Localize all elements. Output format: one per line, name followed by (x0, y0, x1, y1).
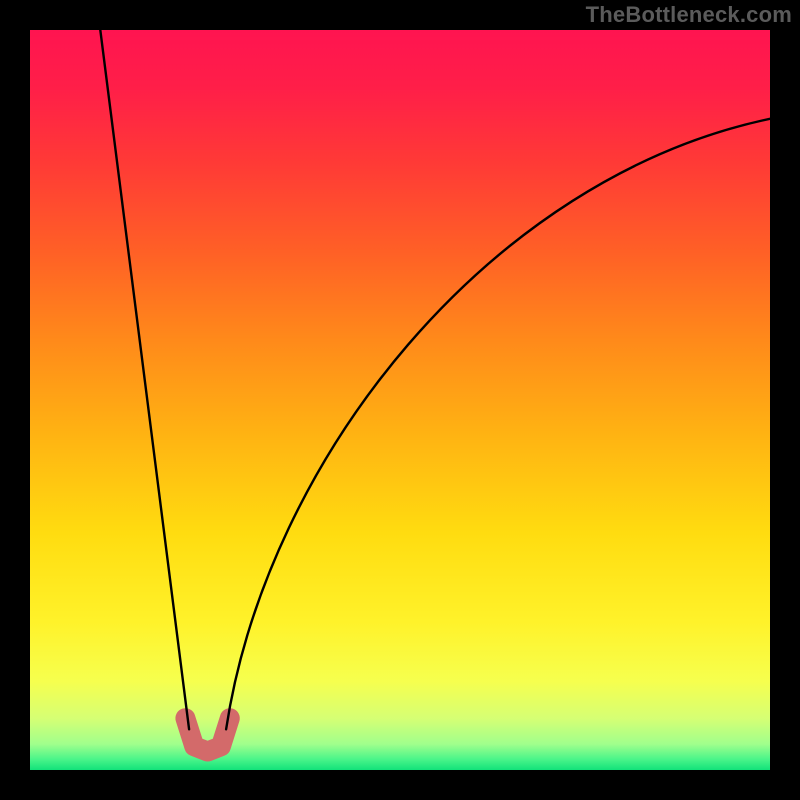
plot-svg (30, 30, 770, 770)
watermark-text: TheBottleneck.com (586, 2, 792, 28)
plot-background (30, 30, 770, 770)
plot-area (30, 30, 770, 770)
chart-stage: TheBottleneck.com (0, 0, 800, 800)
